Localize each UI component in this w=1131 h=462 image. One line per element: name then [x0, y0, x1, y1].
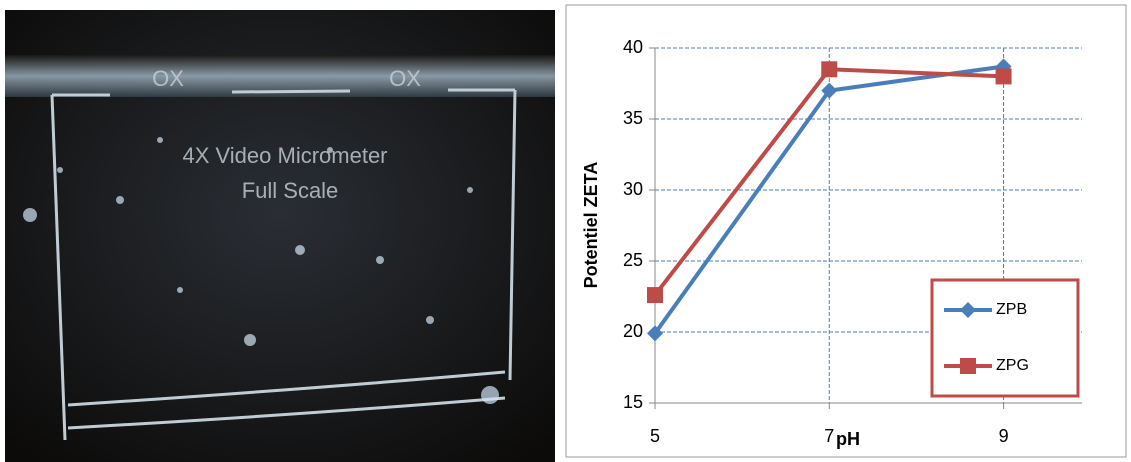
photo-label: OX [389, 66, 421, 91]
legend-label: ZPG [996, 357, 1029, 374]
photo: OX OX 4X Video Micrometer Full Scale [5, 10, 555, 462]
x-tick-label: 9 [999, 426, 1009, 446]
marker [647, 287, 663, 304]
y-tick-label: 25 [623, 250, 643, 270]
y-tick-label: 35 [623, 108, 643, 128]
photo-label: Full Scale [242, 178, 339, 203]
particles [23, 137, 499, 404]
x-tick-label: 5 [650, 426, 660, 446]
photo-label: OX [152, 66, 184, 91]
legend-label: ZPB [996, 301, 1027, 318]
legend-marker [960, 302, 976, 318]
marker [647, 325, 663, 342]
marker [821, 82, 838, 99]
y-tick-label: 15 [623, 392, 643, 412]
legend-marker [960, 358, 976, 374]
x-axis-label: pH [836, 429, 860, 449]
micrometer-lines [50, 88, 517, 441]
photo-label: 4X Video Micrometer [182, 143, 387, 168]
marker [821, 61, 838, 78]
legend-box [930, 278, 1080, 398]
y-axis-label: Potentiel ZETA [581, 162, 601, 289]
marker [995, 68, 1012, 85]
y-tick-label: 30 [623, 179, 643, 199]
x-tick-label: 7 [824, 426, 834, 446]
y-tick-label: 40 [623, 37, 643, 57]
chart: Potentiel ZETA pH [581, 162, 860, 449]
y-tick-label: 20 [623, 321, 643, 341]
